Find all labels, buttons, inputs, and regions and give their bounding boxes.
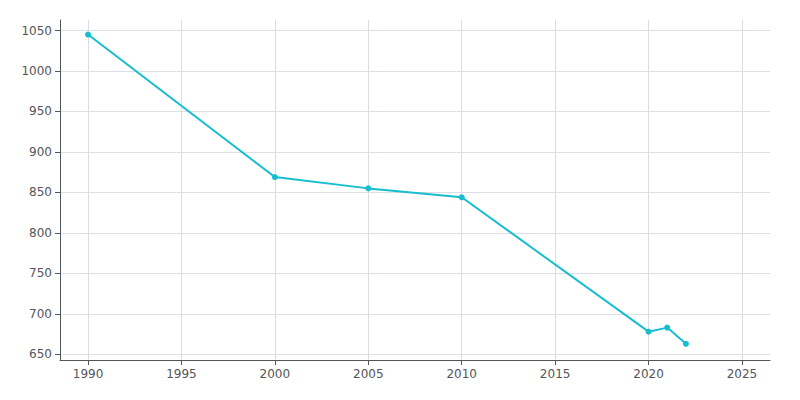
svg-text:1000: 1000 <box>21 64 52 78</box>
svg-text:2020: 2020 <box>633 367 664 381</box>
svg-text:900: 900 <box>29 145 52 159</box>
svg-text:1050: 1050 <box>21 24 52 38</box>
svg-text:650: 650 <box>29 347 52 361</box>
svg-text:700: 700 <box>29 307 52 321</box>
svg-text:1995: 1995 <box>166 367 197 381</box>
svg-text:2025: 2025 <box>727 367 758 381</box>
svg-text:950: 950 <box>29 104 52 118</box>
svg-text:2015: 2015 <box>540 367 571 381</box>
svg-text:1990: 1990 <box>73 367 104 381</box>
svg-text:2010: 2010 <box>446 367 477 381</box>
svg-text:2000: 2000 <box>260 367 291 381</box>
svg-text:800: 800 <box>29 226 52 240</box>
svg-text:750: 750 <box>29 266 52 280</box>
svg-text:850: 850 <box>29 185 52 199</box>
svg-text:2005: 2005 <box>353 367 384 381</box>
